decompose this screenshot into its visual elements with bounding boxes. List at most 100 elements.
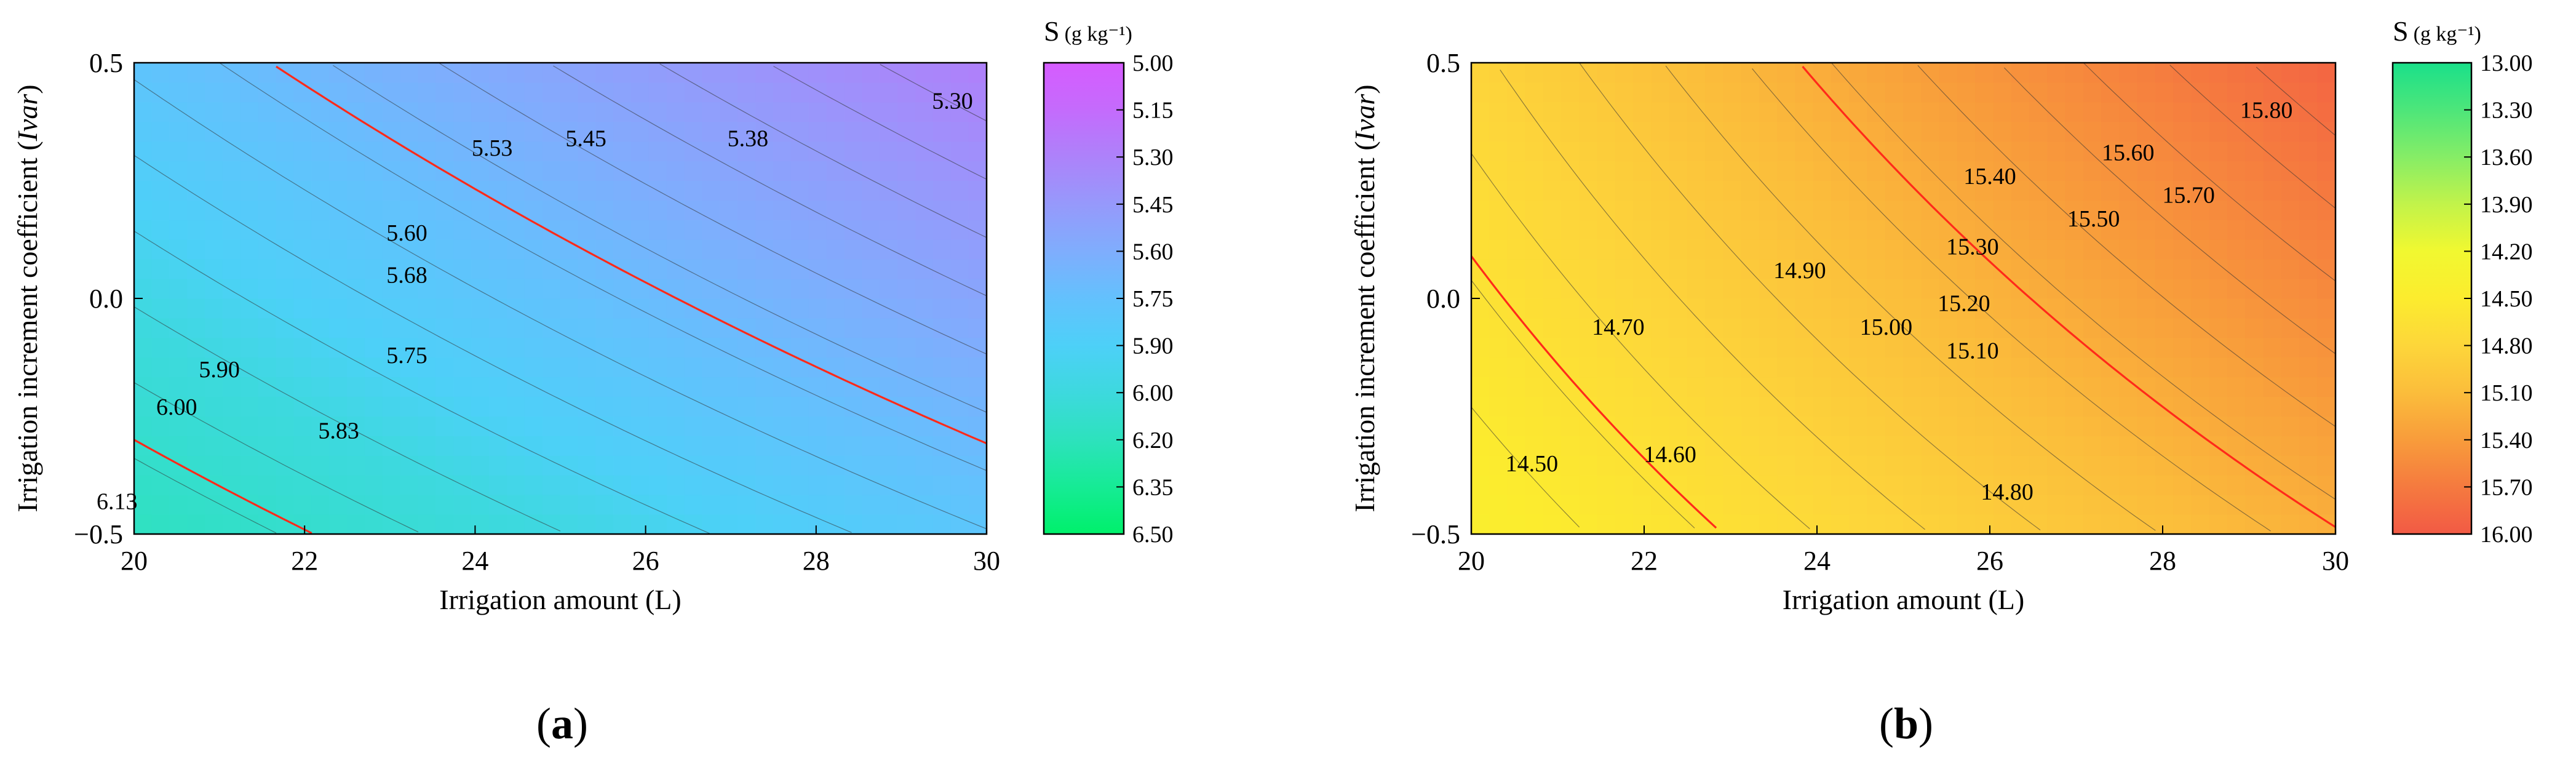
x-tick-label: 20: [121, 546, 148, 576]
highlight-contour-line: [133, 439, 312, 534]
x-tick-label: 22: [291, 546, 318, 576]
subplot-letter: a: [551, 699, 573, 748]
contour-line: [1831, 62, 2336, 500]
contour-line: [773, 66, 987, 180]
contour-line: [2256, 66, 2336, 136]
x-tick-label: 24: [1803, 546, 1831, 576]
subplot-label: (a): [536, 699, 588, 748]
y-tick-label: −0.5: [1411, 519, 1460, 549]
contour-label: 5.68: [386, 263, 427, 289]
y-tick-label: 0.0: [89, 284, 123, 314]
contour-line: [553, 65, 987, 297]
colorbar-tick-label: 5.30: [1132, 145, 1174, 170]
contour-label: 14.70: [1592, 314, 1645, 340]
contour-label: 5.45: [565, 126, 606, 152]
x-tick-label: 26: [632, 546, 659, 576]
contour-label: 15.30: [1946, 234, 1999, 260]
colorbar-title: S (g kg⁻¹): [1044, 15, 1132, 47]
y-axis-label-close: ): [12, 84, 43, 94]
contour-line: [2083, 62, 2336, 282]
colorbar-gradient: [2391, 62, 2473, 535]
subplot-label: (b): [1879, 699, 1933, 748]
colorbar-tick-label: 13.00: [2480, 50, 2533, 76]
colorbar-tick-label: 15.10: [2480, 380, 2533, 406]
contour-lines: [1470, 62, 2336, 532]
contour-line: [1752, 68, 2271, 532]
contour-line: [219, 62, 987, 471]
contour-line: [2003, 67, 2336, 354]
colorbar-tick-label: 5.90: [1132, 333, 1174, 359]
y-axis-label-italic: Ivar: [1349, 94, 1380, 142]
y-tick-label: 0.0: [1426, 284, 1460, 314]
contour-line: [133, 231, 710, 534]
contour-label: 6.00: [156, 394, 197, 420]
colorbar-title-unit: (g kg⁻¹): [1065, 23, 1132, 46]
colorbar-tick-label: 5.75: [1132, 286, 1174, 312]
contour-label: 15.60: [2102, 140, 2155, 166]
colorbar-tick-label: 13.60: [2480, 145, 2533, 170]
contour-fill: [1471, 62, 2336, 535]
contour-label: 15.40: [1963, 164, 2016, 190]
x-axis-label: Irrigation amount (L): [439, 584, 681, 615]
contour-label: 5.38: [728, 126, 769, 152]
contour-line: [659, 63, 987, 238]
contour-line: [1500, 70, 1925, 530]
colorbar-tick-label: 5.00: [1132, 50, 1174, 76]
contour-line: [133, 79, 987, 530]
x-tick-label: 22: [1631, 546, 1658, 576]
colorbar-tick-label: 5.15: [1132, 98, 1174, 124]
colorbar-title: S (g kg⁻¹): [2393, 15, 2481, 47]
x-tick-label: 28: [2149, 546, 2176, 576]
subplot-letter: b: [1894, 699, 1918, 748]
contour-label: 15.10: [1946, 338, 1999, 364]
contour-line: [1579, 62, 2041, 530]
contour-label: 14.80: [1981, 479, 2033, 505]
x-tick-label: 30: [2322, 546, 2349, 576]
contour-line: [1471, 407, 1580, 528]
contour-line: [133, 458, 277, 533]
x-axis-label: Irrigation amount (L): [1783, 584, 2024, 615]
contour-line: [1917, 65, 2336, 427]
contour-line: [1471, 153, 1810, 529]
highlight-contour-line: [276, 65, 987, 445]
colorbar-tick-label: 5.60: [1132, 239, 1174, 265]
colorbar-tick-label: 14.50: [2480, 286, 2533, 312]
contour-label: 5.75: [386, 343, 427, 369]
x-tick-label: 20: [1458, 546, 1485, 576]
y-axis-label: Irrigation increment coefficient (Ivar): [12, 84, 43, 512]
contour-label: 15.00: [1860, 314, 1913, 340]
contour-label: 5.83: [318, 418, 359, 444]
contour-label: 14.90: [1773, 258, 1826, 284]
contour-line: [880, 64, 987, 122]
contour-label: 6.13: [97, 489, 138, 514]
contour-label: 15.70: [2162, 182, 2215, 208]
colorbar-tick-label: 15.40: [2480, 428, 2533, 453]
y-axis-label-main: Irrigation increment coefficient (: [12, 141, 43, 512]
colorbar: 5.00 5.15 5.30 5.45 5.60 5.75 5.90 6.00 6.20 6.35…: [1043, 15, 1174, 548]
colorbar-tick-label: 6.20: [1132, 428, 1174, 453]
contour-line: [439, 63, 987, 355]
y-axis-label: Irrigation increment coefficient (Ivar): [1349, 84, 1380, 512]
y-tick-label: 0.5: [89, 48, 123, 78]
x-tick-label: 30: [973, 546, 1000, 576]
colorbar-title-unit: (g kg⁻¹): [2414, 23, 2481, 46]
colorbar-tick-label: 13.90: [2480, 192, 2533, 218]
contour-lines: [133, 62, 987, 534]
contour-line: [133, 382, 419, 533]
colorbar-tick-label: 13.30: [2480, 98, 2533, 124]
y-axis-label-main: Irrigation increment coefficient (: [1349, 141, 1380, 512]
x-tick-label: 28: [803, 546, 830, 576]
contour-line: [133, 306, 561, 532]
panel-b: 15.80 15.60 15.70 15.40 15.50 15.30 15.20 15.10…: [1349, 15, 2533, 748]
contour-line: [1471, 280, 1695, 529]
contour-line: [2169, 65, 2336, 209]
x-tick-label: 24: [461, 546, 488, 576]
colorbar-tick-label: 16.00: [2480, 522, 2533, 548]
colorbar-title-symbol: S: [1044, 15, 1060, 47]
contour-line: [1665, 65, 2156, 531]
contour-label: 15.80: [2240, 98, 2293, 124]
y-tick-label: −0.5: [74, 519, 123, 549]
contour-fill: [133, 62, 987, 535]
x-tick-label: 26: [1976, 546, 2003, 576]
